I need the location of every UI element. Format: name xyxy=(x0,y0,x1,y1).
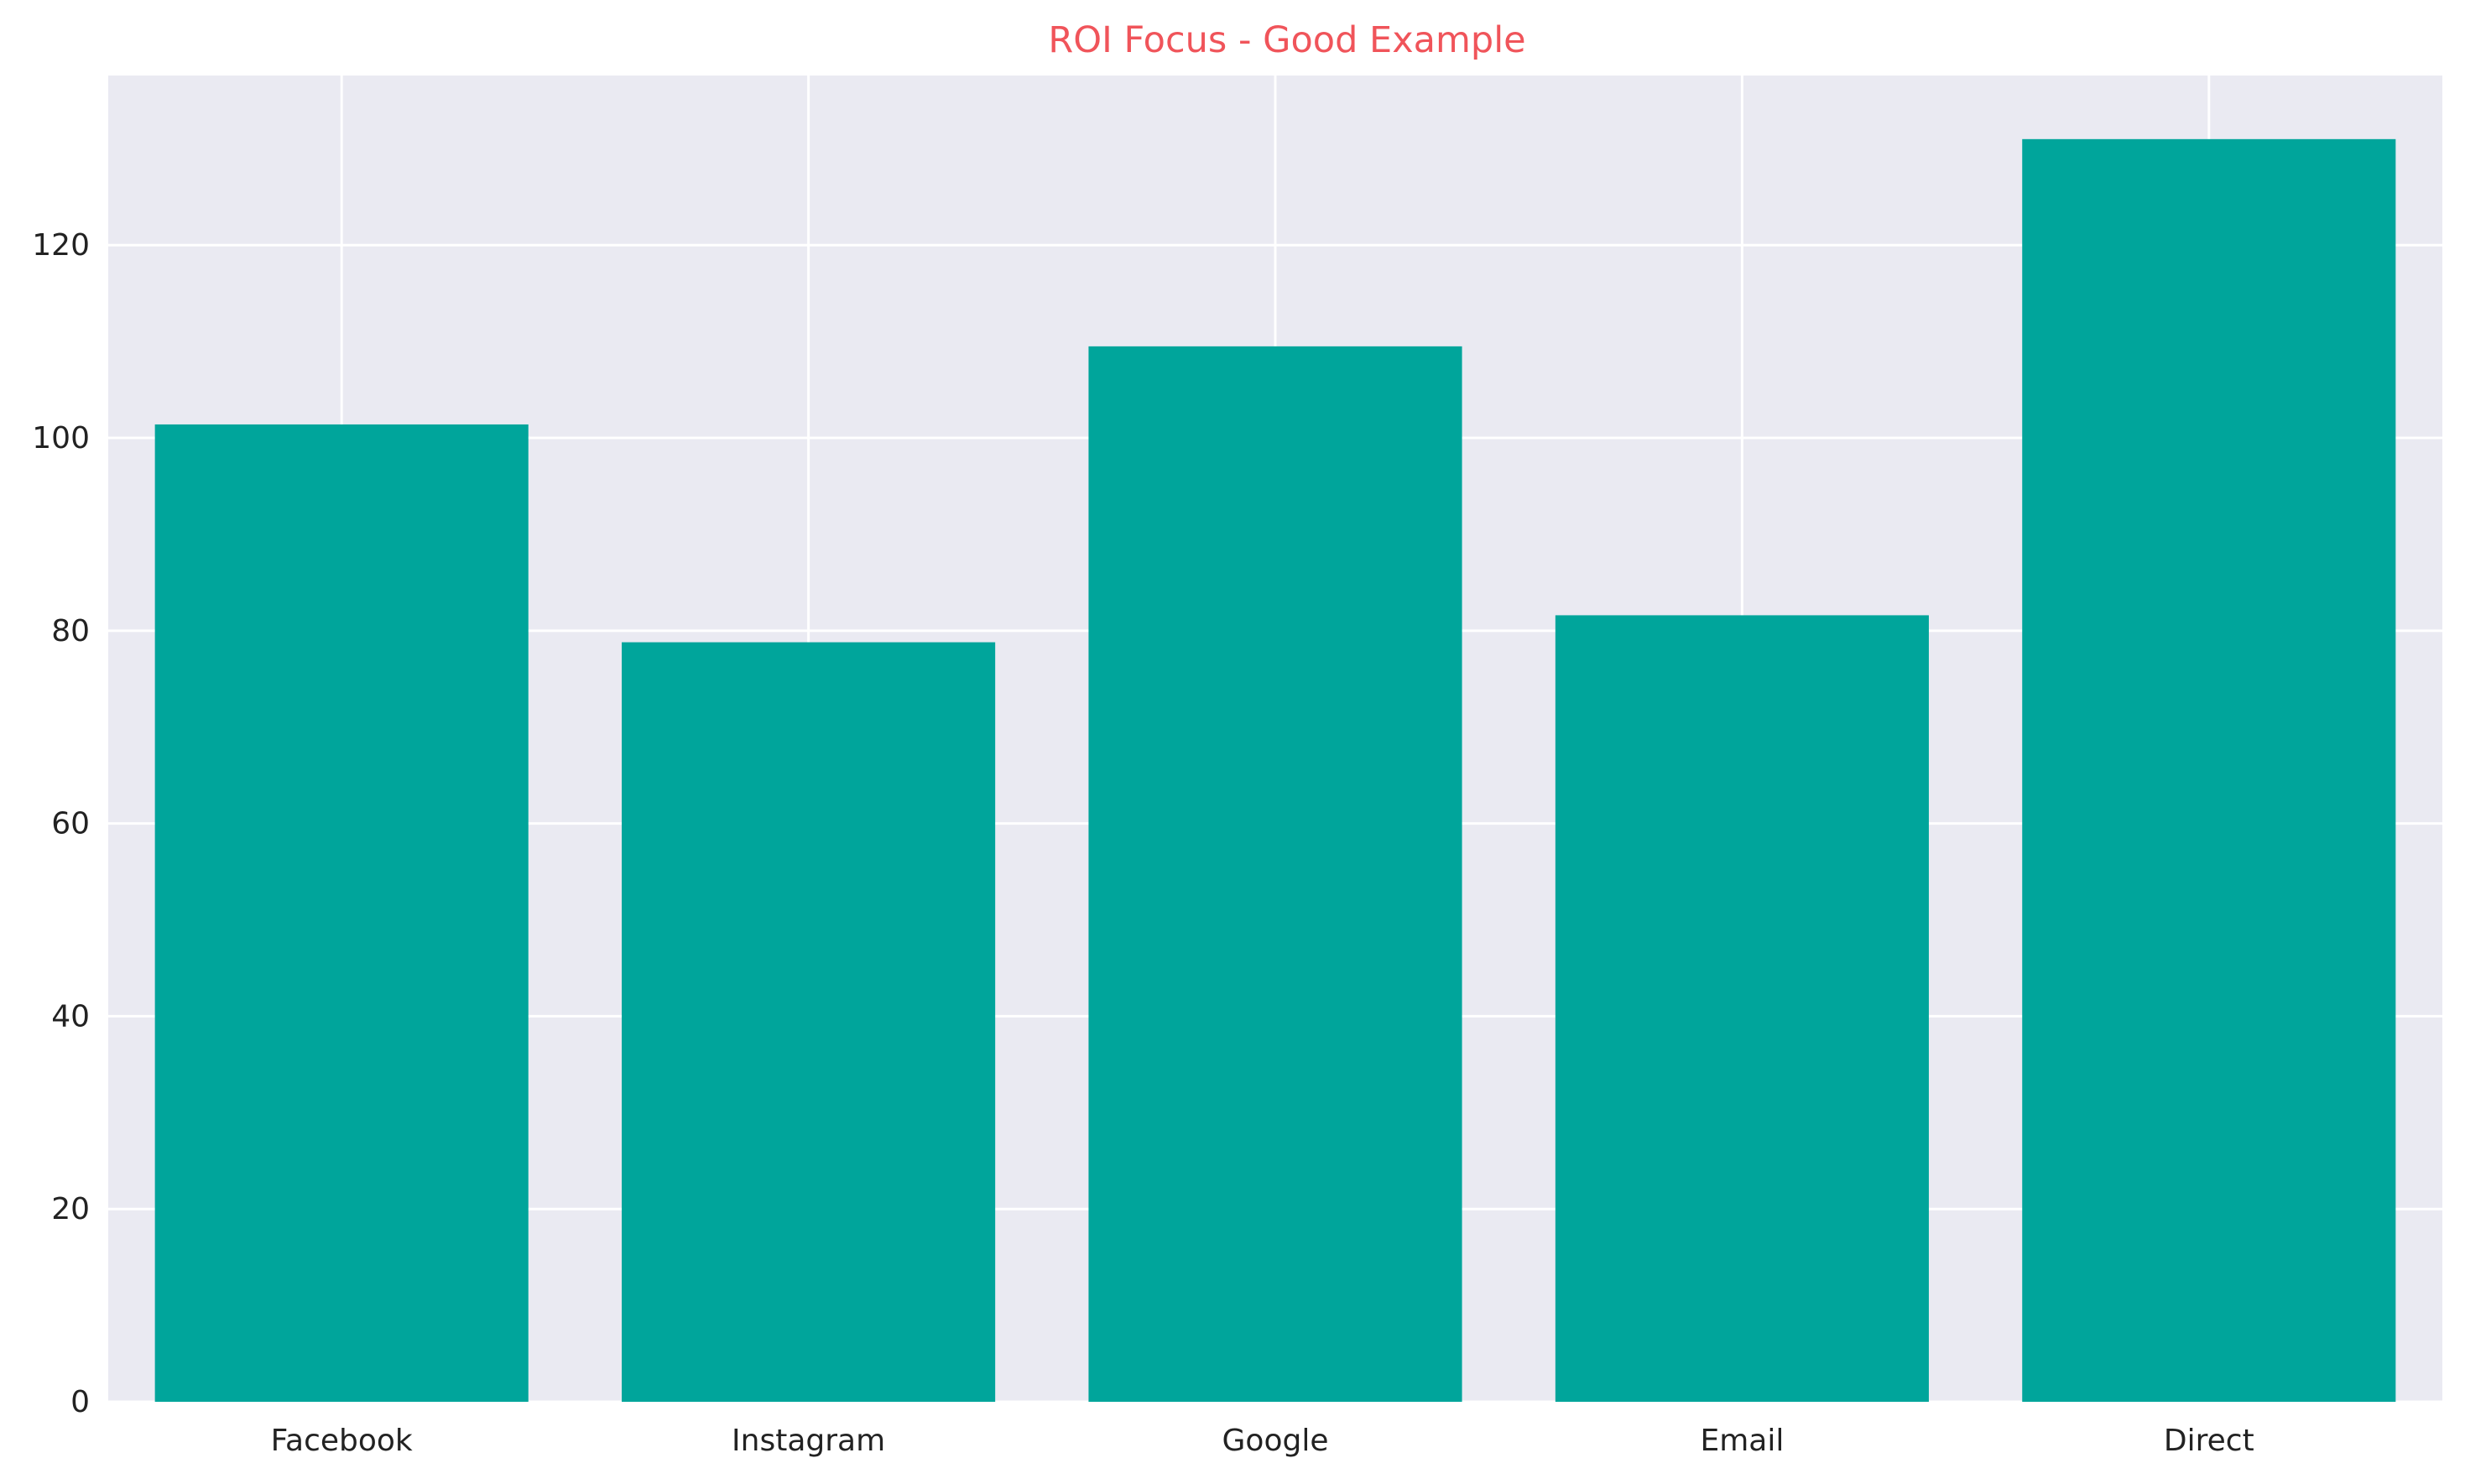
bar-facebook xyxy=(154,424,529,1403)
y-axis-ticks: 0 20 40 60 80 100 120 xyxy=(32,228,90,1419)
bar-email xyxy=(1555,615,1929,1402)
bar-google xyxy=(1088,346,1462,1402)
x-tick-label: Facebook xyxy=(271,1424,413,1458)
chart-title: ROI Focus - Good Example xyxy=(1048,19,1525,61)
bar-direct xyxy=(2022,138,2396,1402)
x-axis-ticks: Facebook Instagram Google Email Direct xyxy=(271,1424,2254,1458)
y-tick-label: 0 xyxy=(70,1385,90,1419)
y-tick-label: 20 xyxy=(51,1192,90,1226)
y-tick-label: 120 xyxy=(32,228,90,263)
y-tick-label: 80 xyxy=(51,614,90,648)
y-tick-label: 60 xyxy=(51,807,90,841)
bars xyxy=(154,138,2396,1403)
y-tick-label: 100 xyxy=(32,421,90,456)
y-tick-label: 40 xyxy=(51,999,90,1034)
x-tick-label: Instagram xyxy=(732,1424,885,1458)
bar-instagram xyxy=(622,642,996,1402)
x-tick-label: Direct xyxy=(2164,1424,2254,1458)
x-tick-label: Google xyxy=(1222,1424,1329,1458)
x-tick-label: Email xyxy=(1700,1424,1784,1458)
